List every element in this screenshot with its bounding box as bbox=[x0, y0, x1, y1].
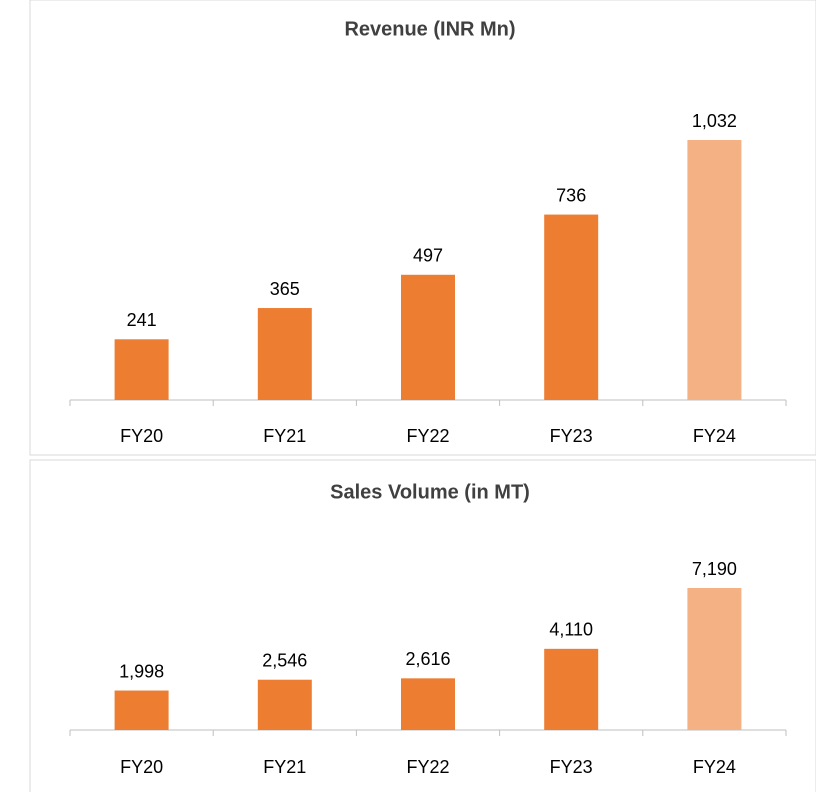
bar bbox=[687, 140, 742, 400]
data-label: 1,032 bbox=[692, 111, 737, 131]
data-label: 1,998 bbox=[119, 661, 164, 681]
x-tick-label: FY20 bbox=[120, 426, 163, 446]
x-tick-label: FY24 bbox=[693, 757, 736, 777]
x-tick-label: FY24 bbox=[693, 426, 736, 446]
data-label: 4,110 bbox=[549, 620, 593, 640]
data-label: 2,546 bbox=[262, 650, 307, 670]
bar bbox=[401, 678, 455, 730]
x-tick-label: FY23 bbox=[550, 426, 593, 446]
panel bbox=[29, 459, 816, 792]
x-tick-label: FY22 bbox=[406, 757, 449, 777]
data-label: 7,190 bbox=[692, 559, 737, 579]
data-label: 2,616 bbox=[405, 649, 450, 669]
chart-title: Revenue (INR Mn) bbox=[344, 18, 515, 40]
bar bbox=[114, 690, 169, 730]
bar bbox=[257, 679, 312, 730]
data-label: 241 bbox=[127, 310, 157, 330]
bar bbox=[401, 274, 455, 400]
x-tick-label: FY21 bbox=[263, 757, 306, 777]
x-tick-label: FY20 bbox=[120, 757, 163, 777]
bar bbox=[544, 648, 599, 730]
bar bbox=[687, 588, 742, 730]
data-label: 736 bbox=[556, 185, 586, 205]
bar bbox=[114, 339, 169, 400]
data-label: 497 bbox=[413, 246, 443, 266]
chart-title: Sales Volume (in MT) bbox=[330, 481, 530, 503]
x-tick-label: FY22 bbox=[406, 426, 449, 446]
x-tick-label: FY23 bbox=[550, 757, 593, 777]
x-tick-label: FY21 bbox=[263, 426, 306, 446]
bar bbox=[544, 214, 599, 400]
data-label: 365 bbox=[270, 279, 300, 299]
bar bbox=[257, 308, 312, 400]
